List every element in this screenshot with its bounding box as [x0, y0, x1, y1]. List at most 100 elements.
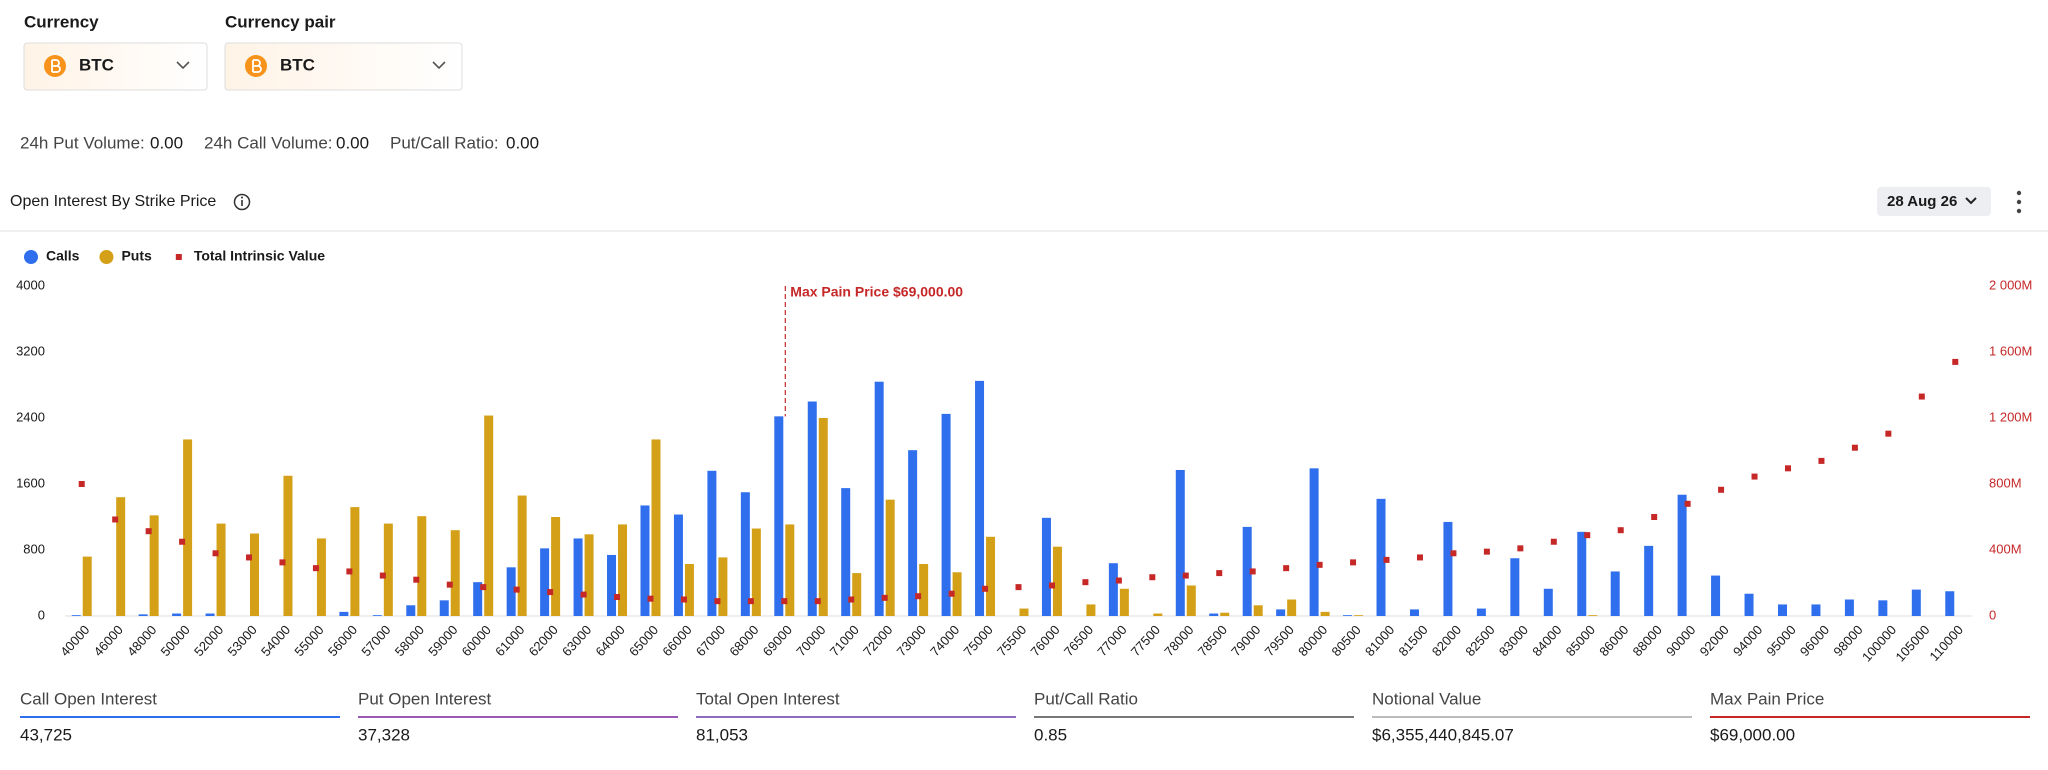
legend-label: Total Intrinsic Value: [194, 248, 325, 264]
currency-dropdown[interactable]: BTC: [23, 42, 208, 91]
x-tick-label: 74000: [927, 622, 962, 659]
point: [1416, 554, 1423, 561]
point: [446, 581, 453, 588]
point: [814, 598, 821, 605]
y2-tick-label: 1 200M: [1989, 409, 2032, 424]
stat-value: 0.00: [506, 133, 539, 152]
bar: [607, 554, 617, 616]
dropdown-value[interactable]: BTC: [280, 55, 315, 74]
legend-label: Puts: [121, 248, 152, 264]
bar: [1577, 531, 1587, 616]
bar: [406, 605, 416, 616]
bar: [372, 615, 382, 616]
bar: [1610, 571, 1620, 616]
x-tick-label: 61000: [492, 622, 527, 659]
y-tick-label: 800: [23, 541, 45, 556]
x-tick-label: 110000: [1927, 622, 1967, 664]
point: [1617, 527, 1624, 534]
bar: [551, 517, 561, 616]
info-icon[interactable]: [233, 193, 251, 211]
x-tick-label: 70000: [793, 622, 828, 659]
x-tick-label: 71000: [827, 622, 862, 659]
point: [915, 593, 922, 600]
bar: [1510, 558, 1520, 616]
summary-value: $6,355,440,845.07: [1372, 725, 1514, 744]
bar: [785, 524, 795, 616]
bar: [205, 613, 215, 616]
legend-marker: [24, 250, 38, 264]
dropdown-box[interactable]: [224, 42, 463, 91]
filter-label: Currency pair: [225, 12, 336, 31]
info-dot: [241, 196, 243, 199]
legend-marker: [175, 254, 182, 260]
summary-label: Notional Value: [1372, 689, 1481, 708]
date-button[interactable]: 28 Aug 26: [1877, 187, 1991, 216]
y2-tick-label: 400M: [1989, 541, 2022, 556]
bar: [1052, 546, 1062, 616]
btc-icon-glyph: [51, 59, 61, 73]
x-tick-label: 57000: [358, 622, 393, 659]
bar: [149, 515, 159, 616]
point: [647, 595, 654, 602]
currency-pair-dropdown[interactable]: BTC: [224, 42, 463, 91]
info-circle[interactable]: [233, 193, 251, 211]
y-tick-label: 1600: [16, 475, 45, 490]
bar: [1677, 494, 1687, 616]
point: [881, 594, 888, 601]
date-value[interactable]: 28 Aug 26: [1887, 193, 1957, 210]
bar: [1242, 526, 1252, 616]
point: [480, 584, 487, 591]
point: [145, 528, 152, 535]
y-tick-label: 0: [38, 607, 45, 622]
dot[interactable]: [2016, 190, 2022, 196]
point: [1885, 430, 1892, 437]
x-tick-label: 52000: [191, 622, 226, 659]
summary-value: 43,725: [20, 725, 72, 744]
dropdown-box[interactable]: [23, 42, 208, 91]
x-tick-label: 55000: [291, 622, 326, 659]
bar: [183, 439, 193, 616]
more-menu[interactable]: [2016, 190, 2022, 214]
bar: [941, 413, 951, 616]
stat-label: Put/Call Ratio:: [390, 133, 499, 152]
x-tick-label: 75500: [994, 622, 1029, 659]
bar: [1019, 608, 1029, 616]
dot[interactable]: [2016, 208, 2022, 214]
x-tick-label: 82000: [1429, 622, 1464, 659]
dot[interactable]: [2016, 199, 2022, 205]
bar: [1777, 604, 1787, 616]
x-tick-label: 53000: [224, 622, 259, 659]
point: [1082, 579, 1089, 586]
summary-label: Put/Call Ratio: [1034, 689, 1138, 708]
summary-label: Call Open Interest: [20, 689, 157, 708]
stat-label: 24h Call Volume:: [204, 133, 333, 152]
x-tick-label: 46000: [91, 622, 126, 659]
bar: [1320, 611, 1330, 616]
x-tick-label: 85000: [1563, 622, 1598, 659]
bar: [1844, 599, 1854, 616]
point: [112, 516, 119, 523]
summary-label: Max Pain Price: [1710, 689, 1824, 708]
x-tick-label: 80000: [1295, 622, 1330, 659]
bar: [908, 450, 918, 616]
point: [1249, 568, 1256, 575]
x-tick-label: 92000: [1697, 622, 1732, 659]
x-tick-label: 69000: [760, 622, 795, 659]
bar: [618, 524, 628, 616]
x-tick-label: 40000: [57, 622, 92, 659]
point: [1952, 358, 1959, 365]
date-box[interactable]: [1877, 187, 1991, 216]
x-tick-label: 94000: [1730, 622, 1765, 659]
dropdown-value[interactable]: BTC: [79, 55, 114, 74]
bar: [417, 516, 427, 616]
x-tick-label: 79500: [1262, 622, 1297, 659]
summary-value: 0.85: [1034, 725, 1067, 744]
x-tick-label: 83000: [1496, 622, 1531, 659]
chevron: [176, 61, 190, 70]
bar: [138, 614, 148, 616]
bar: [506, 567, 516, 616]
bar: [1911, 589, 1921, 616]
bar: [1041, 517, 1051, 616]
point: [1149, 574, 1156, 581]
bar: [640, 505, 650, 616]
